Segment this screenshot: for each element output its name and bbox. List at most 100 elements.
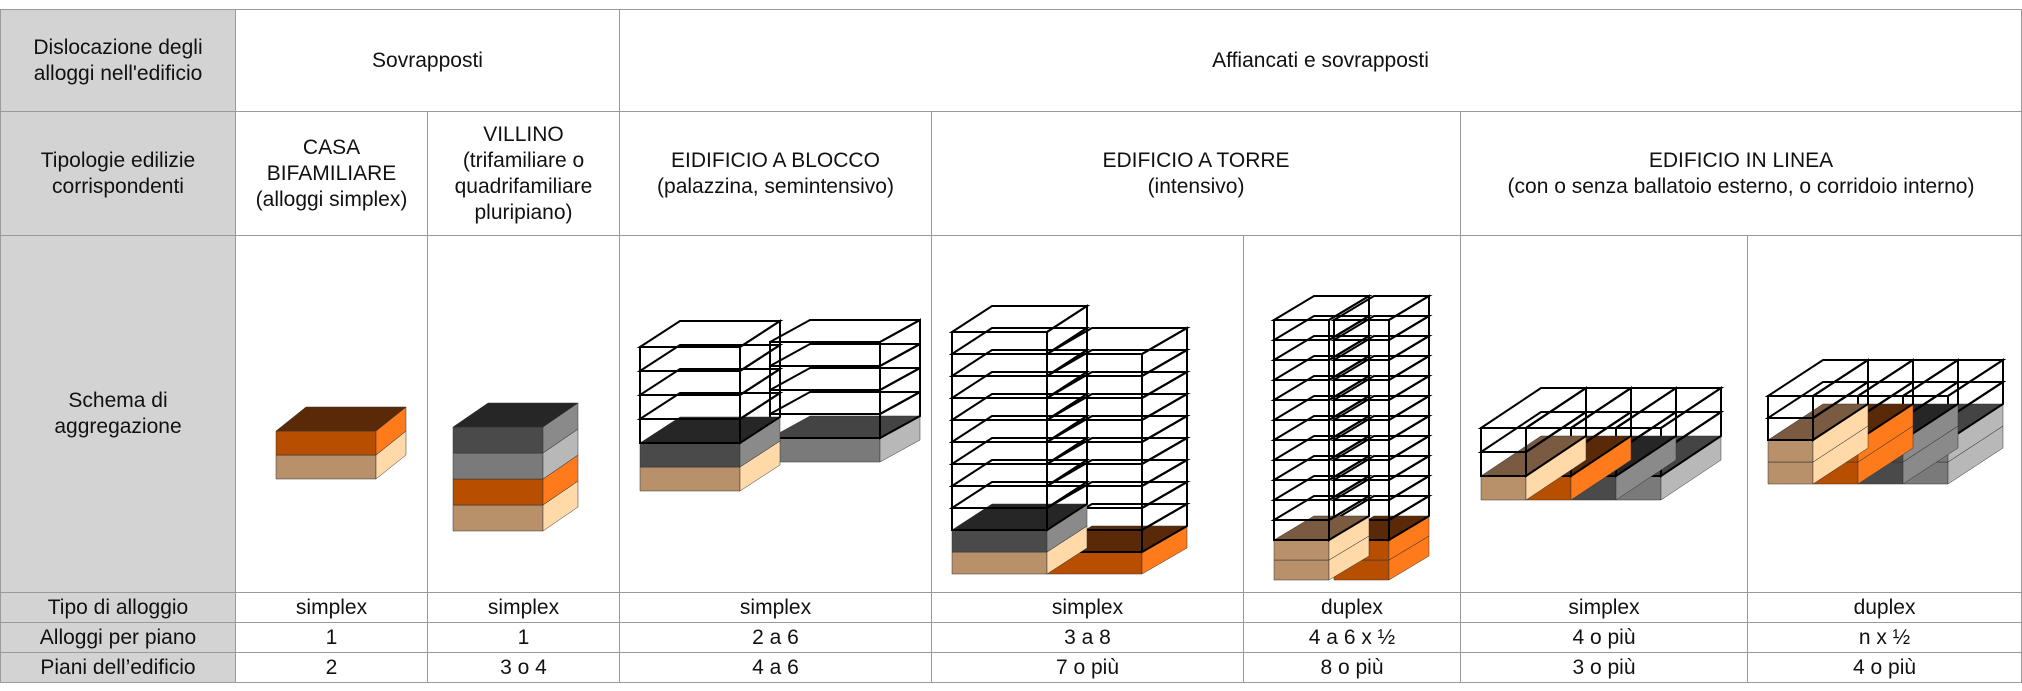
cell: VILLINO (trifamiliare o quadrifamiliare p…	[427, 111, 620, 236]
shape	[769, 365, 881, 391]
row-header: Piani dell’edificio	[0, 652, 236, 683]
type-title: CASA BIFAMILIARE	[266, 135, 397, 185]
shape	[1767, 439, 1814, 463]
cell: EDIFICIO A TORRE (intensivo)	[931, 111, 1461, 236]
shape	[769, 389, 881, 415]
cell: 1	[427, 622, 620, 653]
cell: 7 o più	[931, 652, 1244, 683]
cell	[1243, 235, 1461, 593]
cell: simplex	[427, 592, 620, 623]
type-title: EDIFICIO A TORRE	[1102, 148, 1290, 172]
cell	[931, 235, 1244, 593]
cell: 2 a 6	[619, 622, 932, 653]
cell: 4 a 6 x ½	[1243, 622, 1461, 653]
shape	[452, 402, 579, 428]
shape	[639, 370, 741, 396]
shape	[1388, 334, 1430, 382]
shape	[452, 426, 544, 454]
cell: 4 o più	[1746, 652, 2022, 683]
shape	[1273, 539, 1330, 561]
row-header: Tipologie edilizie corrispondenti	[0, 111, 236, 236]
schema-image	[948, 304, 1191, 575]
shape	[1141, 326, 1188, 378]
typology-table: Dislocazione degli alloggi nell'edificio…	[0, 9, 2022, 683]
shape	[1043, 327, 1191, 355]
shape	[769, 319, 921, 343]
shape	[1273, 559, 1330, 581]
shape	[1046, 304, 1088, 356]
shape	[1767, 461, 1814, 485]
cell: CASA BIFAMILIARE (alloggi simplex)	[235, 111, 428, 236]
cell: Affiancati e sovrapposti	[618, 9, 2022, 112]
cell	[235, 235, 428, 593]
schema-image	[1764, 358, 2007, 485]
shape	[1477, 387, 1590, 429]
shape	[769, 367, 921, 391]
cell	[1746, 235, 2022, 593]
shape	[1388, 434, 1430, 482]
shape	[1141, 480, 1188, 532]
shape	[1388, 474, 1430, 522]
shape	[1141, 392, 1188, 444]
cell: 1	[235, 622, 428, 653]
cell: EIDIFICIO A BLOCCO (palazzina, semintensi…	[619, 111, 932, 236]
shape	[452, 504, 544, 532]
shape	[1141, 414, 1188, 466]
row-header: Schema di aggregazione	[0, 235, 236, 593]
shape	[1388, 294, 1430, 342]
shape	[639, 466, 741, 492]
row-header: Dislocazione degli alloggi nell'edificio	[0, 9, 236, 112]
shape	[636, 320, 784, 348]
shape	[639, 394, 741, 420]
shape	[639, 346, 741, 372]
shape	[1388, 314, 1430, 362]
shape	[769, 343, 921, 367]
schema-image	[452, 402, 579, 532]
shape	[1141, 348, 1188, 400]
shape	[769, 341, 881, 367]
cell: 8 o più	[1243, 652, 1461, 683]
shape	[275, 430, 377, 456]
schema-image	[1477, 386, 1725, 501]
shape	[1270, 295, 1373, 321]
row-header: Alloggi per piano	[0, 622, 236, 653]
shape	[1388, 454, 1430, 502]
cell: simplex	[235, 592, 428, 623]
row: Tipologie edilizie corrispondenti CASA B…	[0, 111, 2022, 236]
cell: simplex	[1460, 592, 1748, 623]
shape	[1330, 295, 1433, 321]
type-subtitle: (con o senza ballatoio esterno, o corrid…	[1507, 174, 1975, 198]
shape	[1141, 436, 1188, 488]
shape	[951, 551, 1048, 575]
cell	[619, 235, 932, 593]
shape	[1141, 370, 1188, 422]
shape	[452, 478, 544, 506]
schema-image	[636, 318, 921, 492]
cell	[427, 235, 620, 593]
type-title: VILLINO	[483, 122, 564, 146]
type-subtitle: (intensivo)	[1147, 174, 1245, 198]
shape	[275, 406, 407, 432]
schema-image	[275, 406, 407, 480]
type-title: EIDIFICIO A BLOCCO	[671, 148, 880, 172]
shape	[1854, 359, 1962, 397]
cell: simplex	[619, 592, 932, 623]
cell: simplex	[931, 592, 1244, 623]
shape	[452, 452, 544, 480]
cell: 3 a 8	[931, 622, 1244, 653]
shape	[1388, 354, 1430, 402]
schema-image	[1270, 294, 1433, 581]
cell: 3 o 4	[427, 652, 620, 683]
shape	[1388, 394, 1430, 442]
row: Schema di aggregazione	[0, 235, 2022, 593]
shape	[1899, 359, 2007, 397]
cell: Sovrapposti	[235, 9, 620, 112]
shape	[951, 529, 1048, 553]
type-title: EDIFICIO IN LINEA	[1648, 148, 1834, 172]
type-subtitle: (palazzina, semintensivo)	[657, 174, 894, 198]
cell: EDIFICIO IN LINEA (con o senza ballatoio …	[1459, 111, 2022, 236]
shape	[1764, 359, 1872, 397]
cell: 3 o più	[1460, 652, 1748, 683]
